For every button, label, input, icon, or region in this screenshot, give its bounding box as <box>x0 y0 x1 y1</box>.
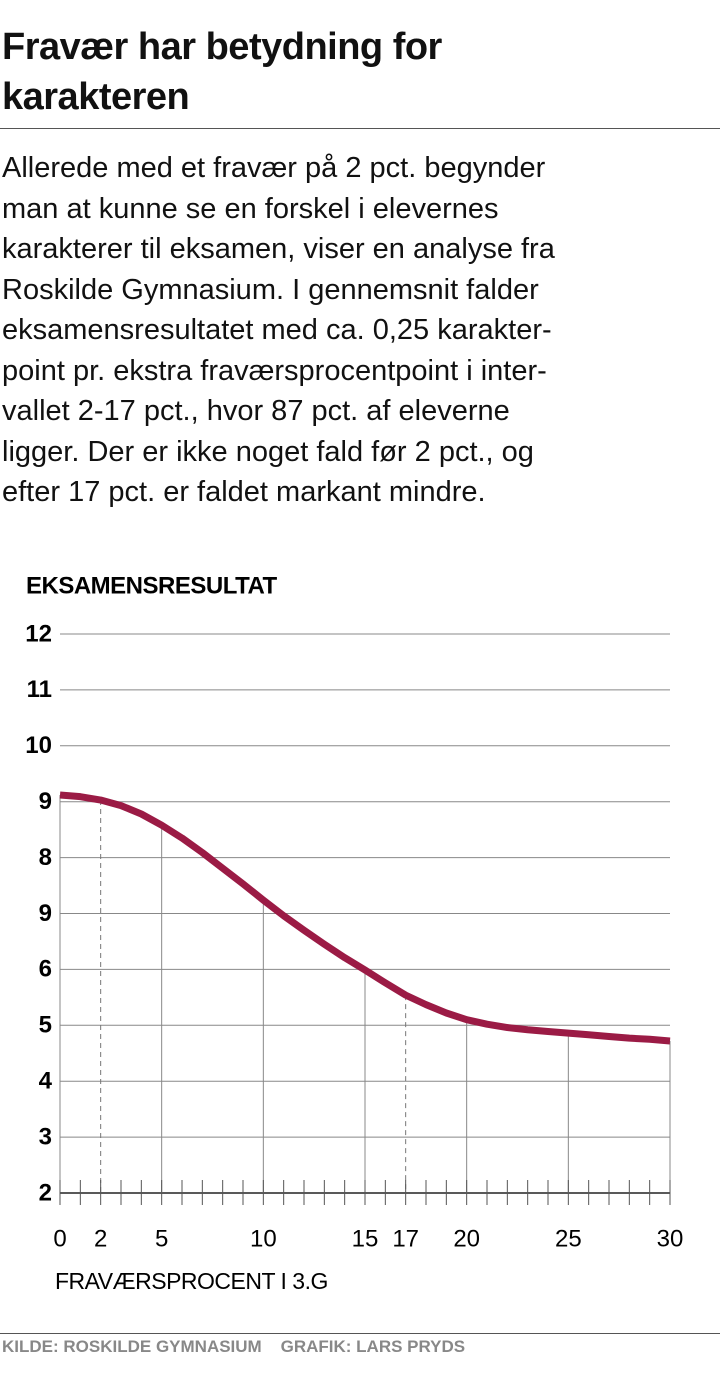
y-tick-label: 6 <box>39 956 52 983</box>
line-series <box>59 791 671 1045</box>
y-tick-label: 2 <box>39 1179 52 1206</box>
divider <box>0 1333 720 1334</box>
title: Fravær har betydning for karakteren <box>2 26 442 118</box>
description-line: Roskilde Gymnasium. I gennemsnit falder <box>2 273 539 306</box>
x-tick-label: 25 <box>555 1225 582 1252</box>
x-axis-title: FRAVÆRSPROCENT I 3.G <box>55 1268 328 1294</box>
y-tick-label: 12 <box>25 620 52 647</box>
y-tick-label: 3 <box>39 1123 52 1150</box>
description-line: karakterer til eksamen, viser en analyse… <box>2 233 555 265</box>
y-tick-label: 9 <box>39 900 52 927</box>
x-tick-label: 20 <box>453 1225 480 1252</box>
y-tick-label: 11 <box>27 676 52 703</box>
y-tick-label: 9 <box>39 788 52 815</box>
x-tick-label: 15 <box>352 1225 379 1252</box>
description-line: Allerede med et fravær på 2 pct. begynde… <box>2 152 546 184</box>
x-tick-label: 17 <box>392 1225 419 1252</box>
description-line: eksamensresultatet med ca. 0,25 karakter… <box>2 314 552 346</box>
x-tick-label: 10 <box>250 1225 277 1252</box>
x-tick-label: 2 <box>94 1225 107 1252</box>
divider <box>0 128 720 129</box>
description-line: vallet 2-17 pct., hvor 87 pct. af elever… <box>2 395 510 427</box>
description: Allerede med et fravær på 2 pct. begynde… <box>2 148 718 513</box>
y-axis-title: EKSAMENSRESULTAT <box>26 572 278 599</box>
x-tick-label: 0 <box>53 1225 66 1252</box>
x-tick-label: 5 <box>155 1225 168 1252</box>
description-line: man at kunne se en forskel i elevernes <box>2 192 499 225</box>
y-tick-label: 8 <box>39 844 52 871</box>
y-tick-label: 5 <box>39 1012 52 1039</box>
y-tick-label: 10 <box>25 732 52 759</box>
x-tick-label: 30 <box>657 1225 684 1252</box>
y-tick-label: 4 <box>39 1068 53 1095</box>
footer: KILDE: ROSKILDE GYMNASIUM GRAFIK: LARS P… <box>2 1337 466 1356</box>
description-line: efter 17 pct. er faldet markant mindre. <box>2 476 486 508</box>
description-line: ligger. Der er ikke noget fald før 2 pct… <box>2 435 534 468</box>
description-line: point pr. ekstra fraværsprocentpoint i i… <box>2 354 547 387</box>
